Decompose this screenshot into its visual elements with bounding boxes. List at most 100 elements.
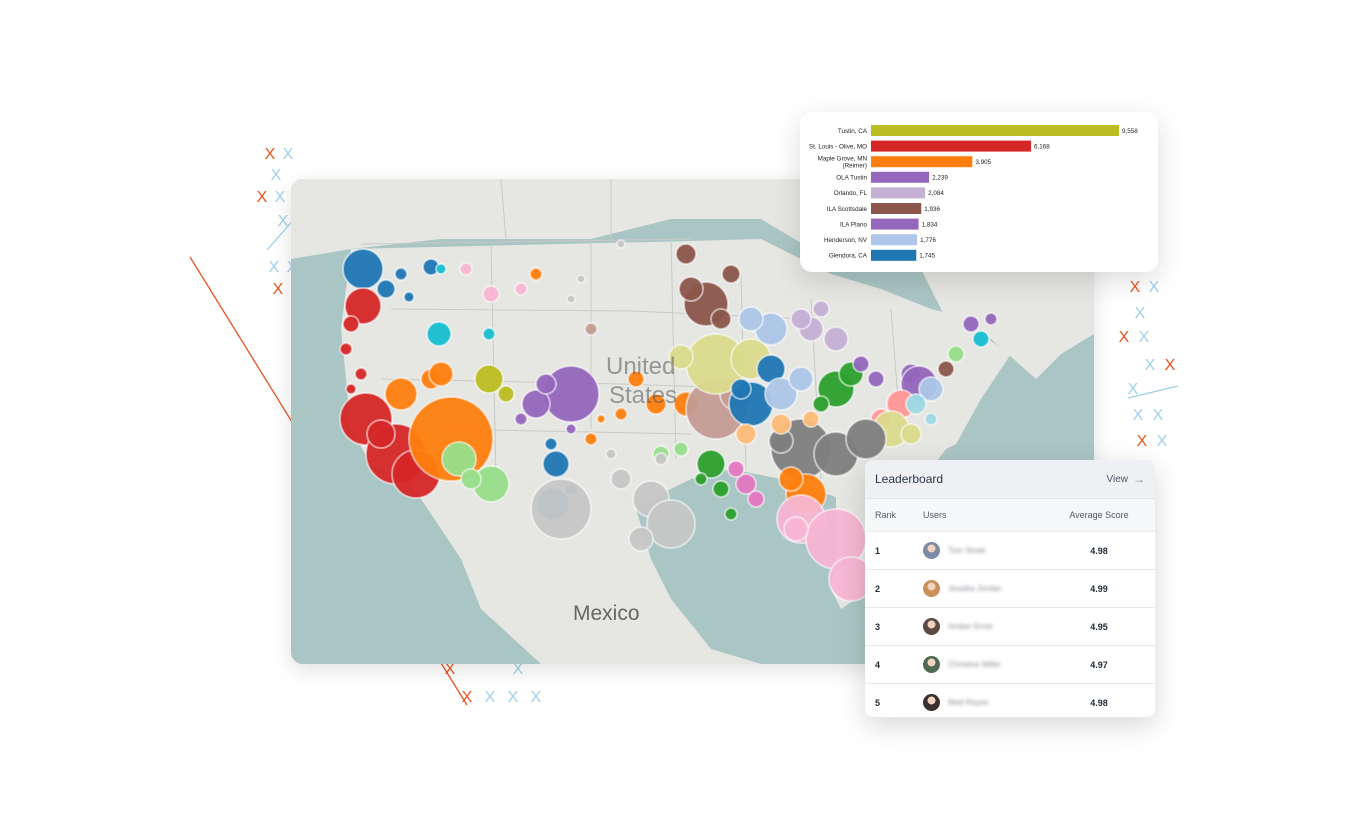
map-bubble[interactable]	[514, 282, 528, 296]
map-bubble[interactable]	[584, 322, 598, 336]
map-bubble[interactable]	[788, 366, 814, 392]
map-bubble[interactable]	[441, 441, 477, 477]
map-bubble[interactable]	[342, 315, 360, 333]
decorative-x-mark: X	[273, 281, 284, 298]
map-bubble[interactable]	[812, 300, 830, 318]
map-bubble[interactable]	[339, 342, 353, 356]
map-bubble[interactable]	[845, 418, 887, 460]
user-cell: Matt Reyes	[923, 694, 1053, 711]
user-name: Matt Reyes	[948, 698, 989, 707]
map-bubble[interactable]	[514, 412, 528, 426]
map-bubble[interactable]	[584, 432, 598, 446]
map-bubble[interactable]	[628, 526, 654, 552]
score-cell: 4.99	[1090, 583, 1108, 594]
map-bubble[interactable]	[730, 378, 752, 400]
map-bubble[interactable]	[376, 279, 396, 299]
map-bubble[interactable]	[712, 480, 730, 498]
map-bubble[interactable]	[924, 412, 938, 426]
map-bubble[interactable]	[790, 308, 812, 330]
country-label-us-1: United	[606, 353, 675, 380]
map-bubble[interactable]	[696, 449, 726, 479]
map-bubble[interactable]	[678, 276, 704, 302]
map-bubble[interactable]	[530, 478, 592, 540]
map-bubble[interactable]	[435, 263, 447, 275]
map-bubble[interactable]	[812, 395, 830, 413]
map-bubble[interactable]	[905, 393, 927, 415]
value-label-0: 9,558	[1122, 128, 1138, 135]
map-bubble[interactable]	[542, 450, 570, 478]
table-row[interactable]: 3 Amber Ernst 4.95	[865, 608, 1155, 646]
map-bubble[interactable]	[852, 355, 870, 373]
location-bubbles[interactable]	[339, 239, 998, 602]
map-bubble[interactable]	[735, 423, 757, 445]
map-bubble[interactable]	[962, 315, 980, 333]
map-bubble[interactable]	[566, 294, 576, 304]
map-bubble[interactable]	[900, 423, 922, 445]
country-label-us-2: States	[609, 382, 677, 409]
map-bubble[interactable]	[947, 345, 965, 363]
map-bubble[interactable]	[426, 321, 452, 347]
table-row[interactable]: 2 Jessika Jordan 4.99	[865, 570, 1155, 608]
map-bubble[interactable]	[984, 312, 998, 326]
map-bubble[interactable]	[764, 377, 798, 411]
map-bubble[interactable]	[668, 344, 694, 370]
map-bubble[interactable]	[460, 468, 482, 490]
map-bubble[interactable]	[565, 423, 577, 435]
map-bubble[interactable]	[823, 326, 849, 352]
table-row[interactable]: 1 Tom Sinak 4.98	[865, 532, 1155, 570]
map-bubble[interactable]	[614, 407, 628, 421]
map-bubble[interactable]	[474, 364, 504, 394]
map-bubble[interactable]	[384, 377, 418, 411]
view-button[interactable]: View →	[1107, 472, 1146, 486]
map-bubble[interactable]	[428, 361, 454, 387]
map-bubble[interactable]	[867, 370, 885, 388]
map-bubble[interactable]	[403, 291, 415, 303]
map-bubble[interactable]	[605, 448, 617, 460]
map-bubble[interactable]	[344, 287, 382, 325]
map-bubble[interactable]	[394, 267, 408, 281]
map-bubble[interactable]	[596, 414, 606, 424]
map-bubble[interactable]	[724, 507, 738, 521]
rank-cell: 5	[875, 697, 881, 708]
map-bubble[interactable]	[972, 330, 990, 348]
map-bubble[interactable]	[366, 419, 396, 449]
map-bubble[interactable]	[482, 285, 500, 303]
map-bubble[interactable]	[783, 516, 809, 542]
map-bubble[interactable]	[727, 460, 745, 478]
map-bubble[interactable]	[918, 376, 944, 402]
map-bubble[interactable]	[937, 360, 955, 378]
map-bubble[interactable]	[675, 243, 697, 265]
map-bubble[interactable]	[482, 327, 496, 341]
map-bubble[interactable]	[802, 410, 820, 428]
map-bubble[interactable]	[459, 262, 473, 276]
map-bubble[interactable]	[645, 393, 667, 415]
map-bubble[interactable]	[354, 367, 368, 381]
avatar	[923, 694, 940, 711]
map-bubble[interactable]	[627, 370, 645, 388]
map-bubble[interactable]	[616, 239, 626, 249]
map-bubble[interactable]	[694, 472, 708, 486]
map-bubble[interactable]	[747, 490, 765, 508]
map-bubble[interactable]	[345, 383, 357, 395]
map-bubble[interactable]	[535, 373, 557, 395]
map-bubble[interactable]	[610, 468, 632, 490]
map-bubble[interactable]	[735, 473, 757, 495]
map-bubble[interactable]	[673, 441, 689, 457]
table-row[interactable]: 5 Matt Reyes 4.98	[865, 684, 1155, 717]
map-bubble[interactable]	[654, 452, 668, 466]
avatar	[923, 580, 940, 597]
map-bubble[interactable]	[576, 274, 586, 284]
map-bubble[interactable]	[721, 264, 741, 284]
map-bubble[interactable]	[497, 385, 515, 403]
table-row[interactable]: 4 Christine Miller 4.97	[865, 646, 1155, 684]
map-bubble[interactable]	[770, 413, 792, 435]
map-bubble[interactable]	[342, 248, 384, 290]
map-bubble[interactable]	[521, 389, 551, 419]
map-bubble[interactable]	[738, 306, 764, 332]
map-bubble[interactable]	[646, 499, 696, 549]
map-bubble[interactable]	[544, 437, 558, 451]
map-bubble[interactable]	[710, 308, 732, 330]
map-bubble[interactable]	[778, 466, 804, 492]
map-bubble[interactable]	[542, 365, 600, 423]
map-bubble[interactable]	[529, 267, 543, 281]
